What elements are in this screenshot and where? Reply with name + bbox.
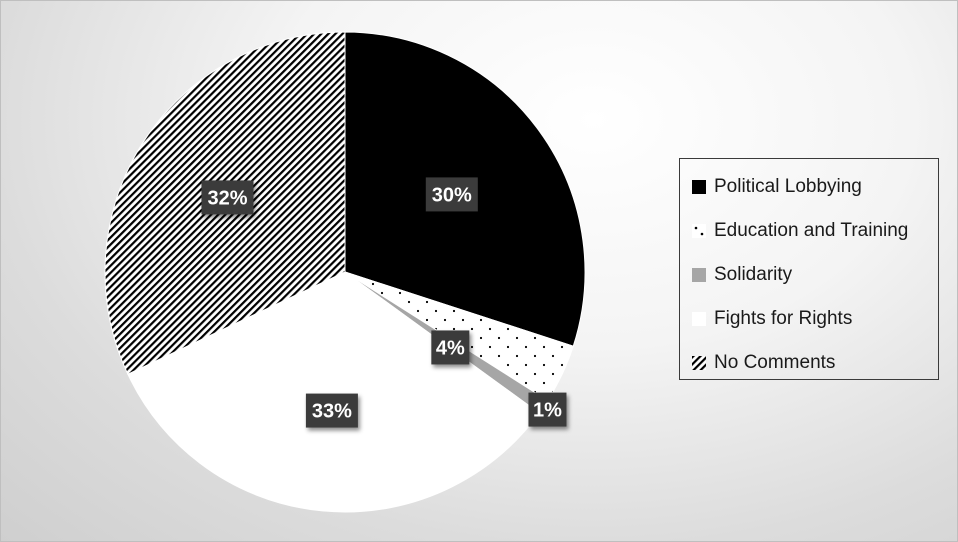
data-label-fights-for-rights: 33% — [305, 393, 358, 428]
data-label-education-and-training: 4% — [431, 330, 470, 365]
legend-swatch-no-comments — [692, 356, 706, 370]
data-label-no-comments: 32% — [201, 180, 254, 215]
data-label-box — [528, 392, 567, 427]
legend-label-political-lobbying: Political Lobbying — [714, 176, 862, 197]
legend-item-solidarity: Solidarity — [680, 253, 938, 297]
data-label-box — [305, 393, 358, 428]
data-label-box — [425, 177, 478, 212]
data-label-text: 33% — [312, 401, 352, 423]
chart-legend: Political Lobbying Education and Trainin… — [679, 158, 939, 380]
legend-item-fights-for-rights: Fights for Rights — [680, 297, 938, 341]
legend-swatch-solidarity — [692, 268, 706, 282]
legend-swatch-fights-for-rights — [692, 312, 706, 326]
data-label-text: 1% — [533, 400, 562, 422]
legend-label-fights-for-rights: Fights for Rights — [714, 308, 853, 329]
data-label-text: 30% — [432, 184, 472, 206]
data-label-box — [201, 180, 254, 215]
legend-label-no-comments: No Comments — [714, 352, 836, 373]
data-label-political-lobbying: 30% — [425, 177, 478, 212]
legend-label-solidarity: Solidarity — [714, 264, 793, 285]
legend-item-political-lobbying: Political Lobbying — [680, 165, 938, 209]
legend-swatch-political-lobbying — [692, 180, 706, 194]
legend-label-education-and-training: Education and Training — [714, 220, 909, 241]
data-label-solidarity: 1% — [528, 392, 567, 427]
data-label-text: 4% — [436, 337, 465, 359]
legend-item-education-and-training: Education and Training — [680, 209, 938, 253]
pie-slice-fights-for-rights — [127, 271, 540, 513]
data-label-text: 32% — [207, 187, 247, 209]
legend-swatch-education-and-training — [692, 224, 706, 238]
legend-item-no-comments: No Comments — [680, 341, 938, 385]
data-label-box — [431, 330, 470, 365]
